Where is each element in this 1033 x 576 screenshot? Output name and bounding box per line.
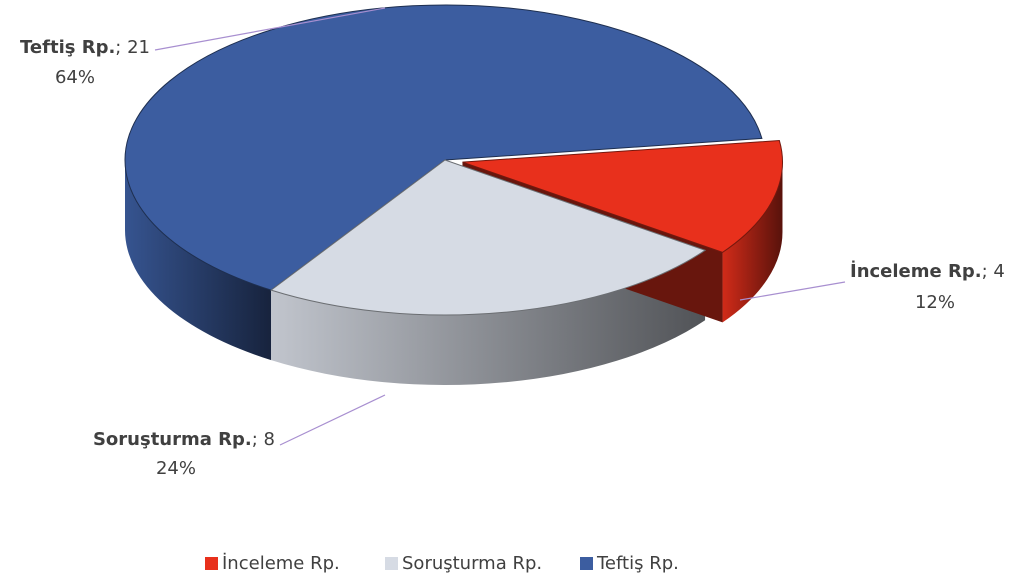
- leader-line: [154, 7, 386, 51]
- label-value: 4: [993, 261, 1004, 282]
- slice-top: [270, 159, 707, 316]
- legend-label: İnceleme Rp.: [222, 553, 340, 574]
- label-name: Teftiş Rp.: [20, 37, 115, 58]
- percent-label: 24%: [156, 458, 196, 479]
- percent-label: 64%: [55, 67, 95, 88]
- legend: İnceleme Rp. Soruşturma Rp. Teftiş Rp.: [205, 553, 679, 574]
- data-label: Soruşturma Rp.; 8: [93, 429, 275, 450]
- data-labels: Teftiş Rp.; 21 64% İnceleme Rp.; 4 12% Soruş…: [20, 7, 1005, 479]
- legend-swatch: [205, 557, 218, 570]
- legend-swatch: [385, 557, 398, 570]
- legend-label: Soruşturma Rp.: [402, 553, 542, 574]
- label-separator: ;: [982, 261, 994, 282]
- label-separator: ;: [115, 37, 127, 58]
- label-value: 8: [264, 429, 275, 450]
- label-name: İnceleme Rp.: [850, 260, 982, 282]
- data-label: İnceleme Rp.; 4: [850, 260, 1005, 282]
- label-name: Soruşturma Rp.: [93, 429, 252, 450]
- label-separator: ;: [252, 429, 264, 450]
- legend-label: Teftiş Rp.: [596, 553, 679, 574]
- pie: [124, 4, 783, 385]
- legend-swatch: [580, 557, 593, 570]
- data-label: Teftiş Rp.; 21: [20, 37, 150, 58]
- slice-side: [722, 162, 783, 323]
- slice-side: [271, 250, 706, 385]
- percent-label: 12%: [915, 292, 955, 313]
- leader-line: [279, 394, 386, 446]
- label-value: 21: [127, 37, 150, 58]
- slice-side: [125, 160, 272, 361]
- slice-top: [462, 139, 783, 253]
- leader-line: [739, 281, 846, 301]
- slice-top: [124, 4, 763, 291]
